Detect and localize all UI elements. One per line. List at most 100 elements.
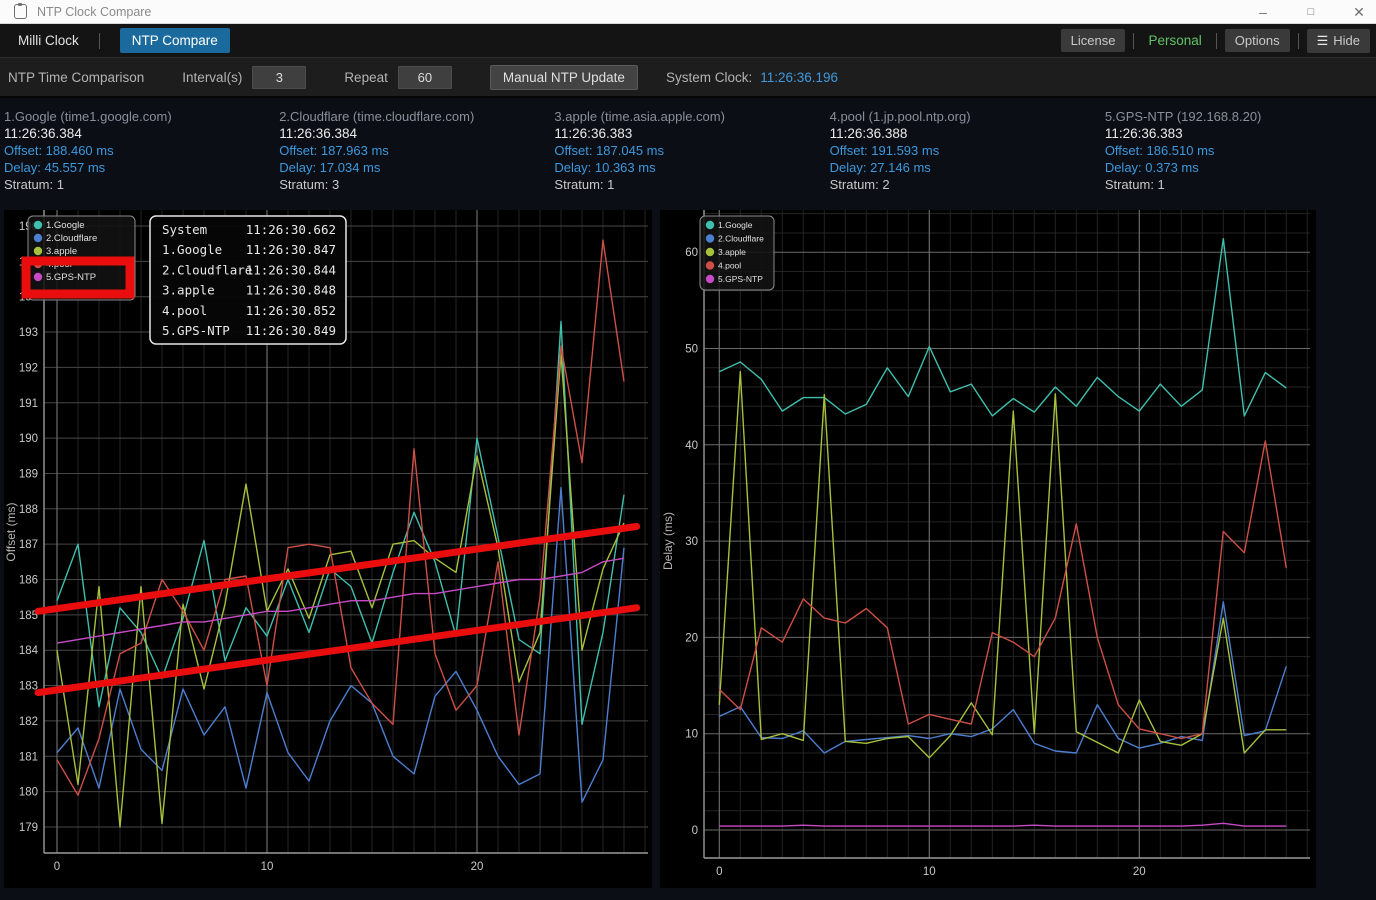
server-delay: Delay: 45.557 ms (4, 160, 106, 175)
tooltip-name: System (162, 222, 207, 237)
y-tick-label: 193 (19, 327, 38, 339)
divider (1133, 32, 1135, 49)
manual-ntp-update-button[interactable]: Manual NTP Update (489, 64, 638, 90)
server-offset: Offset: 188.460 ms (4, 143, 114, 158)
y-tick-label: 20 (685, 632, 698, 644)
options-button[interactable]: Options (1224, 29, 1290, 52)
tooltip-value: 11:26:30.848 (246, 283, 336, 298)
server-time: 11:26:36.383 (554, 126, 633, 141)
legend-dot (705, 247, 715, 257)
y-tick-label: 60 (685, 247, 698, 259)
x-tick-label: 0 (54, 861, 60, 873)
x-tick-label: 20 (471, 861, 484, 873)
license-button[interactable]: License (1060, 29, 1126, 52)
server-delay: Delay: 10.363 ms (554, 160, 656, 175)
chart-plot[interactable]: 0 10 20 30 40 50 60 0 10 20 Delay (ms) 1.Google 2.Cl… (660, 210, 1316, 888)
tooltip-name: 2.Cloudflare (162, 262, 252, 277)
legend-label[interactable]: 1.Google (718, 220, 753, 230)
server-panel: 5.GPS-NTP (192.168.8.20) 11:26:36.383 Of… (1101, 108, 1376, 208)
tooltip-value: 11:26:30.847 (246, 242, 336, 257)
toolbar-title: NTP Time Comparison (8, 69, 145, 85)
tab-ntp-compare[interactable]: NTP Compare (119, 28, 230, 53)
system-clock-label: System Clock: (665, 69, 753, 85)
legend-dot (33, 220, 43, 230)
y-tick-label: 183 (19, 681, 38, 693)
series-line-2.Cloudflare (719, 601, 1287, 754)
hamburger-icon: ☰ (1316, 32, 1329, 48)
series-line-5.GPS-NTP (719, 822, 1287, 827)
y-tick-label: 182 (19, 716, 38, 728)
server-delay: Delay: 17.034 ms (279, 160, 381, 175)
divider (1297, 32, 1299, 49)
y-tick-label: 0 (692, 825, 698, 837)
tab-milli-clock[interactable]: Milli Clock (18, 33, 79, 48)
y-tick-label: 10 (685, 729, 698, 741)
divider (1215, 32, 1217, 49)
interval-input[interactable] (252, 65, 307, 89)
legend-label[interactable]: 3.apple (718, 247, 746, 257)
series-line-1.Google (56, 320, 625, 726)
legend-label[interactable]: 2.Cloudflare (718, 234, 764, 244)
repeat-input[interactable] (397, 65, 452, 89)
delay-chart[interactable]: 0 10 20 30 40 50 60 0 10 20 Delay (ms) 1.Google 2.Cl… (660, 210, 1316, 888)
legend-label[interactable]: 1.Google (46, 220, 85, 231)
legend-dot (705, 261, 715, 270)
chart-plot[interactable]: 179 180 181 182 183 184 185 186 187 188 189 190 191 1… (4, 210, 652, 888)
title-bar: NTP Clock Compare – □ ✕ (0, 0, 1376, 24)
y-tick-label: 179 (19, 822, 38, 834)
server-name: 1.Google (time1.google.com) (4, 109, 172, 124)
y-tick-label: 181 (19, 751, 38, 763)
tab-bar: Milli Clock NTP Compare License Personal… (0, 24, 1376, 58)
server-offset: Offset: 187.045 ms (554, 143, 665, 158)
annotation-red-rect (21, 256, 135, 299)
y-tick-label: 189 (19, 468, 38, 480)
annotation-red-line (34, 522, 641, 615)
server-panel: 1.Google (time1.google.com) 11:26:36.384… (0, 108, 275, 208)
system-clock-value: 11:26:36.196 (760, 69, 839, 85)
legend-label[interactable]: 4.pool (718, 261, 741, 271)
y-tick-label: 186 (19, 575, 38, 587)
server-offset: Offset: 187.963 ms (279, 143, 389, 158)
y-tick-label: 191 (19, 398, 38, 410)
legend-label[interactable]: 5.GPS-NTP (718, 274, 763, 284)
server-panels: 1.Google (time1.google.com) 11:26:36.384… (0, 98, 1376, 208)
server-stratum: Stratum: 1 (554, 177, 615, 192)
server-offset: Offset: 191.593 ms (829, 143, 940, 158)
hide-button-label: Hide (1333, 33, 1360, 48)
window-title: NTP Clock Compare (37, 4, 152, 19)
y-tick-label: 188 (19, 504, 38, 516)
legend-label[interactable]: 3.apple (46, 246, 77, 257)
y-tick-label: 187 (19, 539, 38, 551)
series-line-1.Google (719, 238, 1287, 417)
x-tick-label: 20 (1133, 866, 1146, 878)
y-tick-label: 192 (19, 362, 38, 374)
repeat-label: Repeat (344, 69, 388, 85)
server-stratum: Stratum: 2 (829, 177, 890, 192)
tooltip-value: 11:26:30.662 (246, 222, 336, 237)
server-name: 2.Cloudflare (time.cloudflare.com) (279, 109, 475, 124)
server-panel: 2.Cloudflare (time.cloudflare.com) 11:26… (275, 108, 550, 208)
legend-dot (33, 233, 43, 243)
charts-area: 179 180 181 182 183 184 185 186 187 188 189 190 191 1… (0, 208, 1376, 900)
personal-label[interactable]: Personal (1148, 33, 1202, 48)
server-name: 3.apple (time.asia.apple.com) (554, 109, 725, 124)
tooltip-name: 3.apple (162, 283, 215, 298)
legend-label[interactable]: 5.GPS-NTP (46, 272, 96, 283)
series-line-4.pool (718, 440, 1287, 740)
close-button[interactable]: ✕ (1353, 4, 1365, 20)
server-time: 11:26:36.384 (279, 126, 358, 141)
minimize-button[interactable]: – (1259, 4, 1267, 20)
offset-chart[interactable]: 179 180 181 182 183 184 185 186 187 188 189 190 191 1… (4, 210, 652, 888)
tooltip-value: 11:26:30.849 (246, 323, 336, 338)
toolbar: NTP Time Comparison Interval(s) Repeat M… (0, 58, 1376, 98)
maximize-button[interactable]: □ (1307, 6, 1315, 18)
server-time: 11:26:36.384 (4, 126, 82, 141)
server-stratum: Stratum: 1 (1104, 177, 1165, 192)
annotation-red-line (34, 604, 641, 697)
x-tick-label: 10 (923, 866, 936, 878)
legend-label[interactable]: 2.Cloudflare (46, 233, 97, 244)
server-panel: 4.pool (1.jp.pool.ntp.org) 11:26:36.388 … (826, 108, 1101, 208)
series-line-3.apple (718, 370, 1287, 759)
hide-button[interactable]: ☰ Hide (1306, 28, 1370, 53)
y-tick-label: 185 (19, 610, 38, 622)
